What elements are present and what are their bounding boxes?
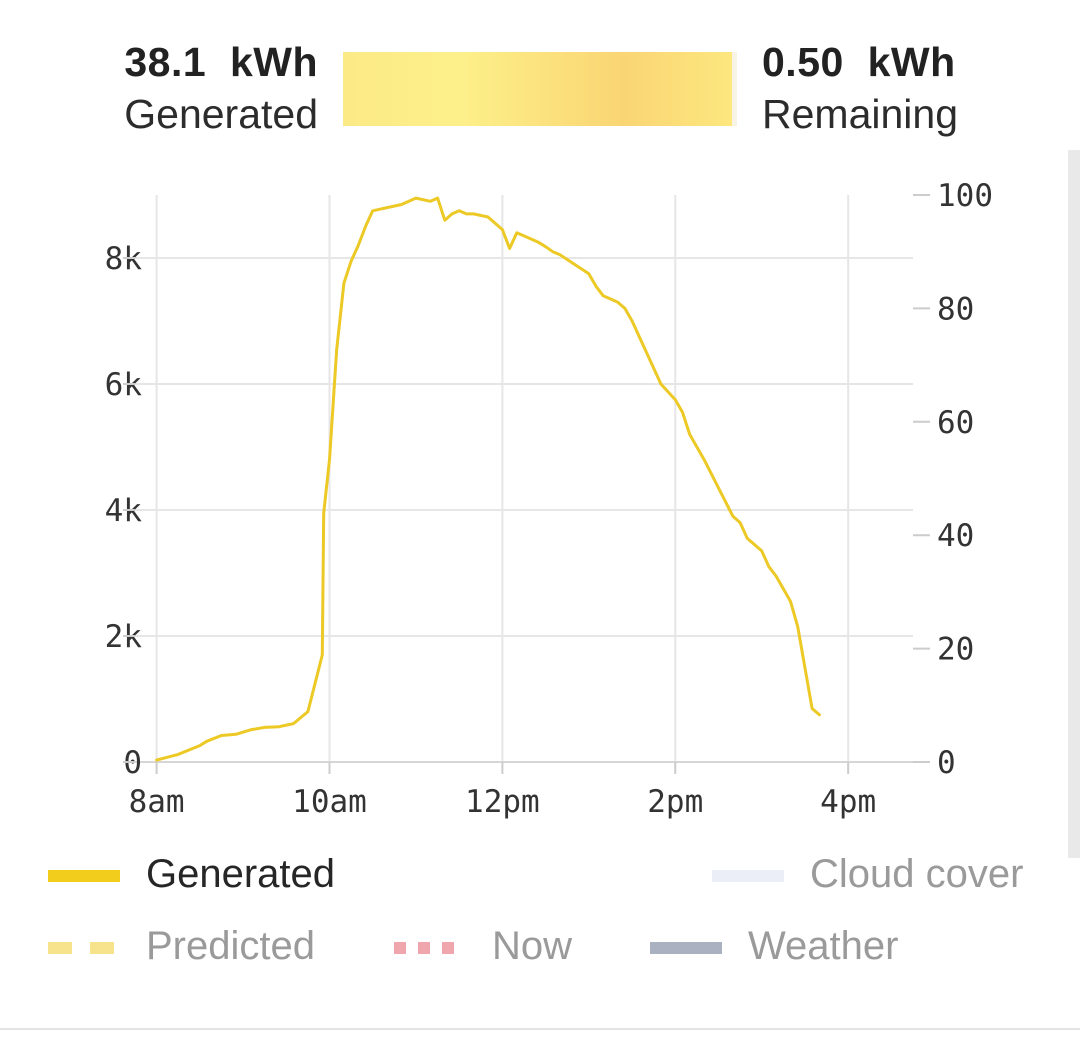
y-right-tick-label: 60: [937, 405, 974, 441]
y-right-tick-label: 0: [937, 745, 956, 781]
x-tick-label: 10am: [292, 784, 367, 820]
legend-label-predicted: Predicted: [146, 924, 315, 968]
legend-swatch-weather: [650, 942, 722, 954]
legend-swatch-predicted: [48, 942, 120, 954]
chart-legend: Generated Cloud cover Predicted Now Weat…: [0, 840, 1080, 990]
scrollbar[interactable]: [1068, 150, 1080, 858]
remaining-value: 0.50 kWh: [762, 39, 956, 85]
remaining-label: Remaining: [762, 91, 958, 137]
legend-label-weather: Weather: [748, 924, 899, 968]
legend-swatch-generated: [48, 870, 120, 882]
generated-stat: 38.1 kWh Generated: [124, 38, 318, 142]
x-tick-label: 12pm: [465, 784, 540, 820]
generation-progress-fill: [343, 52, 732, 126]
legend-label-now: Now: [492, 924, 573, 968]
series-line-generated: [155, 196, 821, 762]
y-right-tick-label: 80: [937, 291, 974, 327]
energy-summary: 38.1 kWh Generated 0.50 kWh Remaining: [0, 0, 1080, 150]
x-tick-label: 8am: [129, 784, 185, 820]
generated-value: 38.1 kWh: [124, 39, 318, 85]
y-right-tick-label: 100: [937, 178, 993, 214]
legend-swatch-now: [394, 942, 454, 954]
remaining-stat: 0.50 kWh Remaining: [762, 38, 958, 142]
y-right-tick-label: 40: [937, 518, 974, 554]
y-right-tick-label: 20: [937, 632, 974, 668]
bottom-divider: [0, 1028, 1080, 1030]
x-tick-label: 4pm: [820, 784, 876, 820]
legend-label-cloud-cover: Cloud cover: [810, 852, 1024, 896]
x-tick-label: 2pm: [647, 784, 703, 820]
legend-swatch-cloud-cover: [712, 870, 784, 882]
generation-progress-bar: [343, 52, 737, 126]
generated-label: Generated: [124, 91, 318, 137]
legend-label-generated: Generated: [146, 852, 336, 896]
